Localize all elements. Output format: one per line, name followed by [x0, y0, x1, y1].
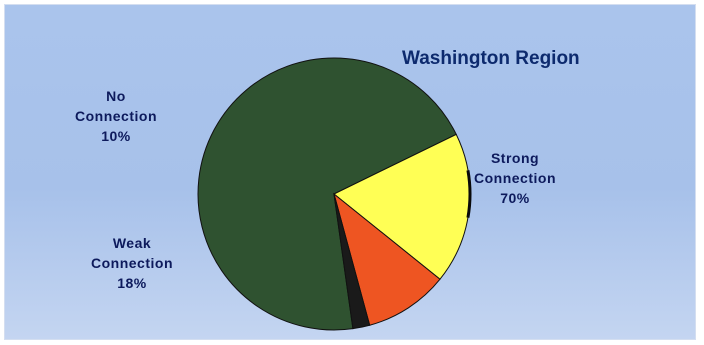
- label-weak-line1: Weak: [112, 235, 152, 251]
- label-weak-connection: Weak Connection 18%: [74, 233, 190, 293]
- slice-other: [333, 193, 371, 330]
- label-strong-pct: 70%: [500, 190, 530, 206]
- slice-no-connection: [333, 192, 441, 326]
- label-weak-line2: Connection: [91, 255, 173, 271]
- label-no-pct: 10%: [101, 128, 131, 144]
- label-strong-connection: Strong Connection 70%: [470, 148, 560, 208]
- label-weak-pct: 18%: [117, 275, 147, 291]
- label-strong-line1: Strong: [490, 150, 540, 166]
- pie-rim-shadow: [466, 170, 472, 218]
- label-no-line1: No: [106, 88, 126, 104]
- slice-strong-connection: [197, 57, 457, 331]
- label-no-connection: No Connection 10%: [58, 86, 174, 146]
- chart-title: Washington Region: [402, 48, 580, 69]
- label-strong-line2: Connection: [474, 170, 556, 186]
- label-no-line2: Connection: [75, 108, 157, 124]
